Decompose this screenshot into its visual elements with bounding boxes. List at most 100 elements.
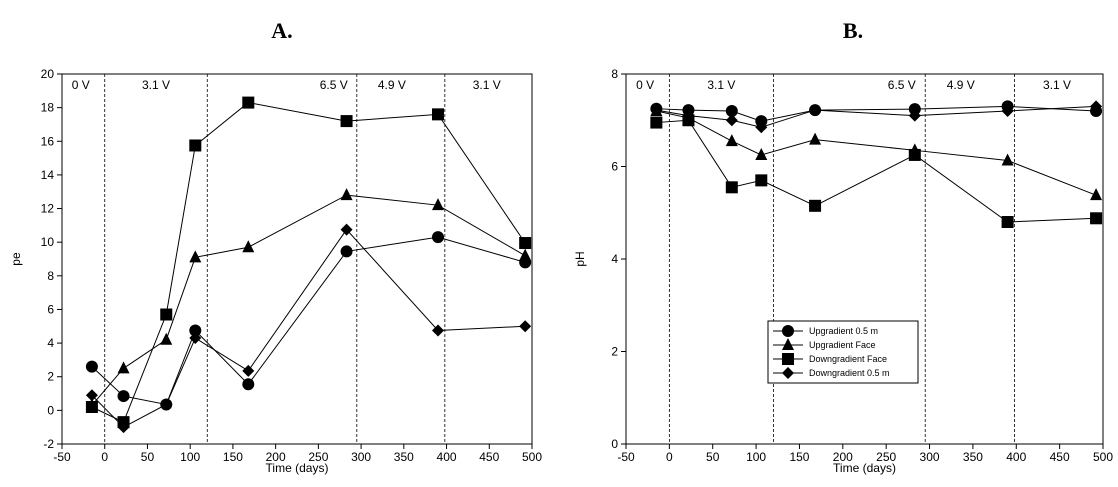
panel-title: B. xyxy=(843,18,863,43)
x-tick-label: 200 xyxy=(266,450,286,464)
x-tick-label: 150 xyxy=(789,450,809,464)
plot-frame xyxy=(61,73,533,445)
data-point-triangle xyxy=(1001,153,1014,166)
phase-label: 6.5 V xyxy=(320,78,348,92)
x-tick-label: 350 xyxy=(963,450,983,464)
phase-label: 4.9 V xyxy=(947,78,975,92)
series-line-square xyxy=(656,119,1097,223)
x-tick-label: 250 xyxy=(308,450,328,464)
data-point-square xyxy=(85,401,98,413)
data-point-diamond xyxy=(725,114,738,127)
data-point-square xyxy=(242,96,255,109)
y-tick-label: 18 xyxy=(41,101,55,115)
x-tick-label: -50 xyxy=(617,450,635,464)
panel-title: A. xyxy=(271,18,292,43)
y-tick-label: 6 xyxy=(47,302,54,316)
data-point-triangle xyxy=(755,147,768,160)
data-point-diamond xyxy=(242,364,255,377)
x-tick-label: 50 xyxy=(706,450,720,464)
x-tick-label: 450 xyxy=(479,450,499,464)
series-line-triangle xyxy=(656,110,1097,196)
data-point-square xyxy=(755,174,768,187)
y-tick-label: 20 xyxy=(41,67,55,81)
y-axis-label: pH xyxy=(573,251,587,266)
legend-label: Upgradient 0.5 m xyxy=(809,326,878,336)
y-tick-label: 4 xyxy=(47,336,54,350)
data-point-triangle xyxy=(242,240,255,253)
data-point-circle xyxy=(908,103,921,116)
phase-label: 3.1 V xyxy=(707,78,735,92)
data-point-circle xyxy=(432,231,444,244)
x-tick-label: 100 xyxy=(180,450,200,464)
data-point-triangle xyxy=(160,332,173,345)
data-point-circle xyxy=(242,378,255,391)
x-tick-label: 0 xyxy=(666,450,673,464)
chart-panel-a: A. -50 0 50 100 150 200 250 300 350 400 450 500 -2 0 2 4… xyxy=(9,18,542,475)
data-point-diamond xyxy=(340,223,353,236)
data-point-square xyxy=(432,108,444,121)
y-tick-label: 6 xyxy=(611,160,618,174)
y-tick-label: 2 xyxy=(47,370,54,384)
x-tick-label: 250 xyxy=(876,450,896,464)
data-point-square xyxy=(189,139,202,152)
y-axis-label: pe xyxy=(9,252,23,266)
y-tick-label: 0 xyxy=(47,403,54,417)
series-line-circle xyxy=(656,105,1097,122)
x-tick-label: 150 xyxy=(223,450,243,464)
legend-label: Upgradient Face xyxy=(809,340,876,350)
series-line-diamond xyxy=(91,228,526,428)
data-point-diamond xyxy=(755,121,768,134)
data-point-diamond xyxy=(1090,100,1103,113)
x-tick-label: 500 xyxy=(522,450,542,464)
data-point-diamond xyxy=(117,421,130,434)
x-tick-label: 50 xyxy=(141,450,155,464)
y-tick-label: 16 xyxy=(41,134,55,148)
phase-label: 6.5 V xyxy=(888,78,916,92)
x-tick-label: 200 xyxy=(833,450,853,464)
x-tick-label: 300 xyxy=(351,450,371,464)
data-point-triangle xyxy=(340,188,353,201)
legend-marker-circle xyxy=(782,325,794,337)
data-point-square xyxy=(1090,212,1103,225)
x-axis-label: Time (days) xyxy=(833,461,896,475)
data-point-square xyxy=(1001,216,1014,228)
x-tick-label: 400 xyxy=(1006,450,1026,464)
series-line-diamond xyxy=(656,105,1097,128)
y-tick-label: 8 xyxy=(611,67,618,81)
data-point-diamond xyxy=(432,324,444,337)
data-point-triangle xyxy=(519,248,532,261)
phase-label: 4.9 V xyxy=(378,78,406,92)
phase-label: 0 V xyxy=(72,78,90,92)
data-point-circle xyxy=(85,360,98,373)
data-point-triangle xyxy=(189,250,202,263)
data-point-circle xyxy=(725,105,738,117)
data-point-square xyxy=(725,181,738,194)
data-point-circle xyxy=(340,245,353,258)
x-tick-label: 450 xyxy=(1050,450,1070,464)
y-tick-label: 4 xyxy=(611,252,618,266)
data-point-diamond xyxy=(160,398,173,411)
data-point-triangle xyxy=(432,198,444,211)
y-tick-label: 0 xyxy=(611,437,618,451)
x-tick-label: -50 xyxy=(53,450,71,464)
data-point-diamond xyxy=(809,104,822,117)
x-tick-label: 0 xyxy=(101,450,108,464)
legend-label: Downgradient 0.5 m xyxy=(809,368,890,378)
legend-marker-diamond xyxy=(782,367,794,379)
phase-label: 3.1 V xyxy=(142,78,170,92)
data-point-circle xyxy=(755,115,768,128)
data-point-diamond xyxy=(519,320,532,333)
data-point-square xyxy=(908,148,921,161)
phase-label: 3.1 V xyxy=(1043,78,1071,92)
y-tick-label: -2 xyxy=(43,437,54,451)
data-point-square xyxy=(160,308,173,321)
legend-marker-triangle xyxy=(782,338,794,350)
x-tick-label: 400 xyxy=(437,450,457,464)
data-point-diamond xyxy=(908,109,921,122)
plot-frame xyxy=(625,73,1104,445)
x-tick-label: 350 xyxy=(394,450,414,464)
x-tick-label: 300 xyxy=(920,450,940,464)
data-point-triangle xyxy=(725,134,738,147)
